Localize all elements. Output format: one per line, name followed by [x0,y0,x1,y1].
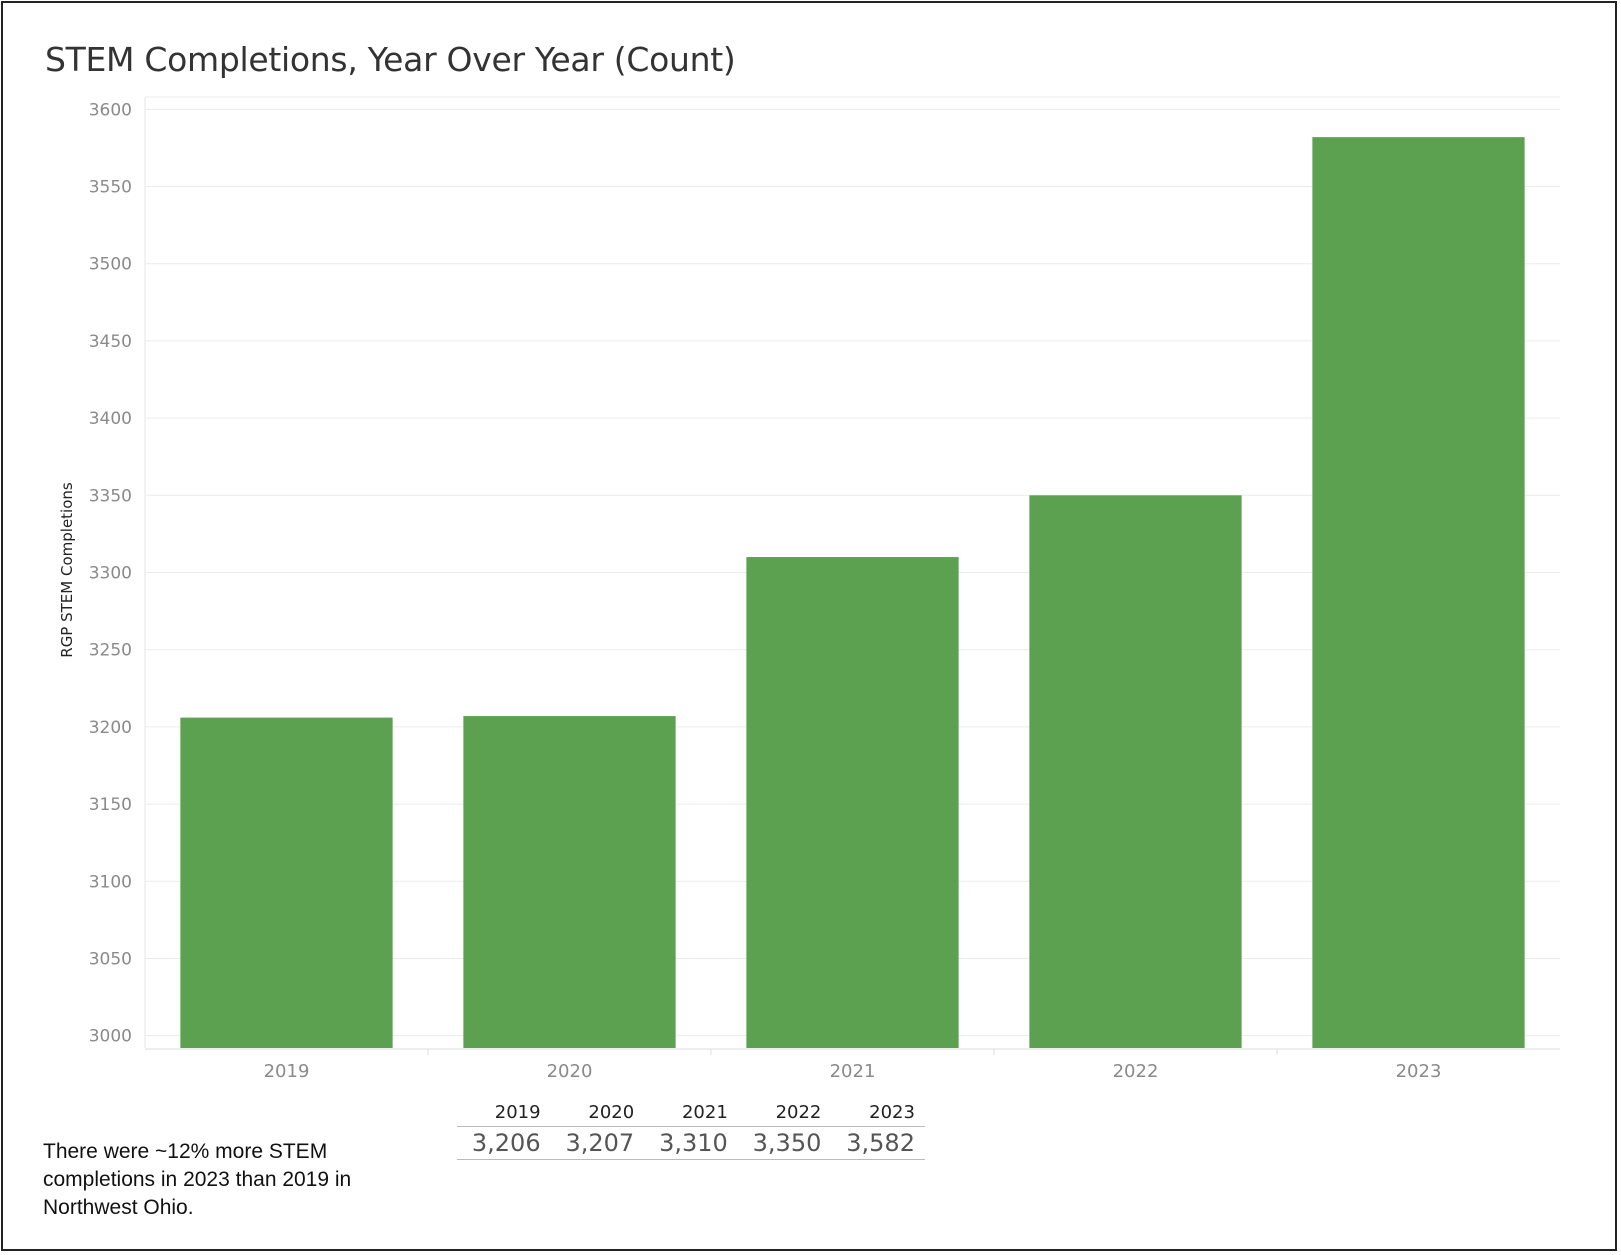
table-value-cell: 3,310 [659,1129,728,1157]
bars [180,137,1525,1048]
bar-2019 [180,717,393,1048]
x-tick-label: 2020 [547,1061,593,1082]
y-tick-label: 3600 [89,100,132,120]
y-tick-label: 3550 [89,178,132,198]
table-header-cell: 2021 [681,1101,728,1123]
bar-2020 [463,716,676,1048]
y-tick-label: 3450 [89,332,132,352]
summary-note: There were ~12% more STEM completions in… [43,1140,352,1219]
y-tick-label: 3400 [89,409,132,429]
y-tick-label: 3100 [89,872,132,892]
values-table: 2019 2020 2021 2022 2023 3,206 3,207 3,3… [457,1098,925,1160]
table-header-cell: 2019 [494,1101,541,1123]
bar-2023 [1312,137,1525,1048]
table-value-cell: 3,206 [471,1129,541,1157]
x-tick-labels: 2019 2020 2021 2022 2023 [264,1061,1442,1082]
y-tick-label: 3200 [89,718,132,738]
y-tick-labels: 3000 3050 3100 3150 3200 3250 3300 3350 3400 3450… [89,100,132,1046]
bar-2022 [1029,495,1242,1048]
y-tick-label: 3150 [89,795,132,815]
table-header-cell: 2023 [869,1101,915,1123]
y-tick-label: 3050 [89,949,132,969]
bar-2021 [746,557,959,1048]
y-axis-label: RGP STEM Completions [58,482,76,658]
y-tick-label: 3350 [89,486,132,506]
y-tick-label: 3300 [89,564,132,584]
x-tick-label: 2023 [1396,1061,1442,1082]
table-header-cell: 2022 [775,1101,822,1123]
y-tick-label: 3000 [89,1027,132,1047]
table-value-cell: 3,582 [846,1129,915,1157]
values-table-row: 3,206 3,207 3,310 3,350 3,582 [457,1127,925,1160]
y-tick-label: 3500 [89,255,132,275]
chart-title: STEM Completions, Year Over Year (Count) [45,40,736,79]
values-table-header: 2019 2020 2021 2022 2023 [457,1098,925,1127]
x-tick-label: 2019 [264,1061,310,1082]
table-value-cell: 3,350 [752,1129,822,1157]
y-tick-label: 3250 [89,641,132,661]
table-value-cell: 3,207 [565,1129,635,1157]
table-header-cell: 2020 [588,1101,635,1123]
x-tick-label: 2022 [1113,1061,1159,1082]
bar-chart: 3000 3050 3100 3150 3200 3250 3300 3350 3400 3450… [58,96,1560,1082]
x-tick-label: 2021 [830,1061,876,1082]
